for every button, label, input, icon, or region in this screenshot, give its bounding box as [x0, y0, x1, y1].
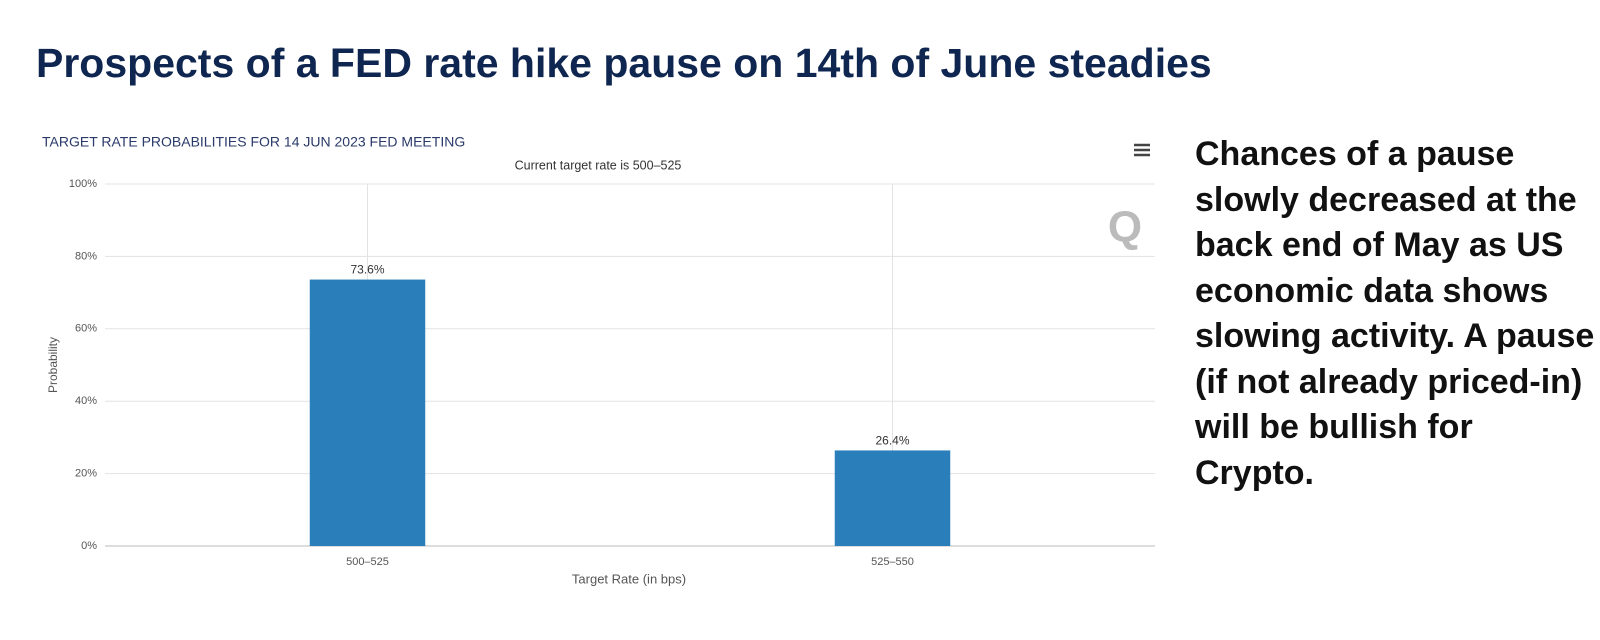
y-tick-label: 20% [75, 468, 97, 480]
slide-title: Prospects of a FED rate hike pause on 14… [36, 40, 1212, 86]
y-axis-label: Probability [46, 337, 60, 393]
x-tick-label: 500–525 [346, 556, 389, 568]
data-label: 26.4% [875, 434, 909, 448]
bar [309, 279, 426, 546]
data-label: 73.6% [350, 263, 384, 277]
x-tick-label: 525–550 [871, 556, 914, 568]
y-tick-label: 80% [75, 250, 97, 262]
menu-icon[interactable] [1134, 143, 1150, 157]
logo: Q [1108, 203, 1142, 252]
commentary: Chances of a pause slowly decreased at t… [1195, 135, 1595, 492]
y-tick-label: 100% [69, 178, 97, 190]
y-tick-label: 0% [81, 540, 97, 552]
x-axis-label: Target Rate (in bps) [572, 571, 686, 586]
chart-subtitle: Current target rate is 500–525 [515, 158, 682, 172]
bar [834, 450, 951, 546]
chart-title: TARGET RATE PROBABILITIES FOR 14 JUN 202… [42, 134, 465, 150]
y-tick-label: 60% [75, 323, 97, 335]
y-tick-label: 40% [75, 395, 97, 407]
